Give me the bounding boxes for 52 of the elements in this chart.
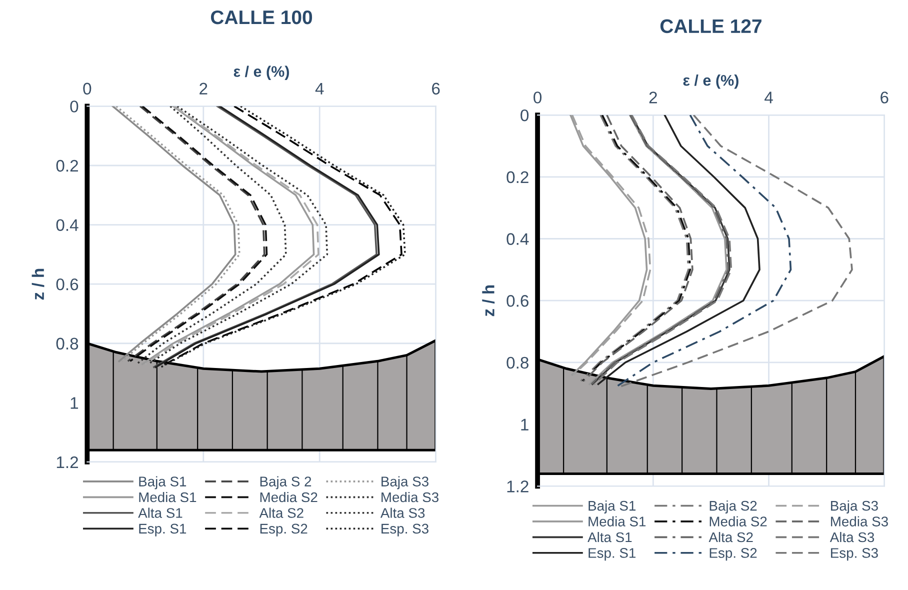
- y-tick-label: 0.2: [506, 171, 528, 184]
- legend-label: Esp. S1: [588, 548, 636, 561]
- legend-label: Media S3: [382, 492, 438, 502]
- y-tick-label: 0.6: [506, 295, 528, 307]
- y-tick-label: 0.6: [56, 278, 78, 290]
- legend-label: Baja S 2: [260, 476, 312, 490]
- x-tick-label: 4: [315, 82, 324, 94]
- y-axis-title: z / h: [482, 285, 495, 316]
- chart-title: CALLE 100: [210, 10, 312, 24]
- legend-label: Media S2: [260, 492, 318, 502]
- x-tick-label: 6: [880, 92, 888, 104]
- y-tick-label: 1: [70, 397, 78, 409]
- legend-label: Alta S1: [138, 508, 182, 518]
- x-tick-label: 2: [649, 92, 657, 104]
- y-tick-label: 0.8: [506, 356, 528, 369]
- legend-label: Baja S3: [382, 476, 428, 490]
- legend-label: Alta S2: [708, 532, 753, 542]
- x-tick-label: 6: [432, 82, 440, 95]
- x-axis-title: ε / e (%): [683, 74, 738, 89]
- legend-label: Baja S2: [710, 500, 757, 514]
- y-tick-label: 1.2: [56, 456, 78, 468]
- legend-label: Baja S3: [831, 500, 878, 514]
- y-axis-title: z / h: [32, 268, 44, 300]
- y-tick-label: 0: [70, 100, 78, 112]
- legend-label: Media S2: [710, 516, 767, 526]
- y-tick-label: 1: [521, 418, 528, 430]
- chart-title: CALLE 127: [660, 19, 762, 34]
- y-tick-label: 0.4: [506, 233, 529, 245]
- y-tick-label: 0.4: [56, 219, 78, 231]
- y-tick-label: 0.2: [56, 160, 78, 172]
- x-tick-label: 0: [534, 92, 542, 104]
- legend-label: Baja S1: [139, 476, 186, 490]
- legend-label: Esp. S1: [139, 524, 186, 536]
- legend-label: Media S1: [588, 516, 646, 526]
- x-tick-label: 0: [83, 82, 92, 95]
- legend-label: Esp. S3: [382, 524, 428, 536]
- x-axis-title: ε / e (%): [234, 66, 289, 80]
- x-tick-label: 2: [200, 82, 208, 94]
- legend-label: Esp. S2: [710, 548, 757, 561]
- legend-label: Alta S3: [830, 532, 874, 542]
- legend-label: Alta S2: [259, 508, 304, 518]
- legend-label: Baja S1: [588, 500, 636, 514]
- x-tick-label: 4: [764, 92, 773, 104]
- legend-label: Media S1: [139, 492, 196, 502]
- y-tick-label: 0.8: [56, 338, 78, 350]
- legend-label: Esp. S2: [260, 524, 308, 536]
- y-tick-label: 1.2: [507, 480, 528, 492]
- y-tick-label: 0: [520, 109, 529, 122]
- legend-label: Esp. S3: [831, 548, 878, 561]
- legend-label: Alta S3: [380, 508, 425, 518]
- legend-label: Alta S1: [588, 532, 632, 542]
- legend-label: Media S3: [831, 516, 888, 526]
